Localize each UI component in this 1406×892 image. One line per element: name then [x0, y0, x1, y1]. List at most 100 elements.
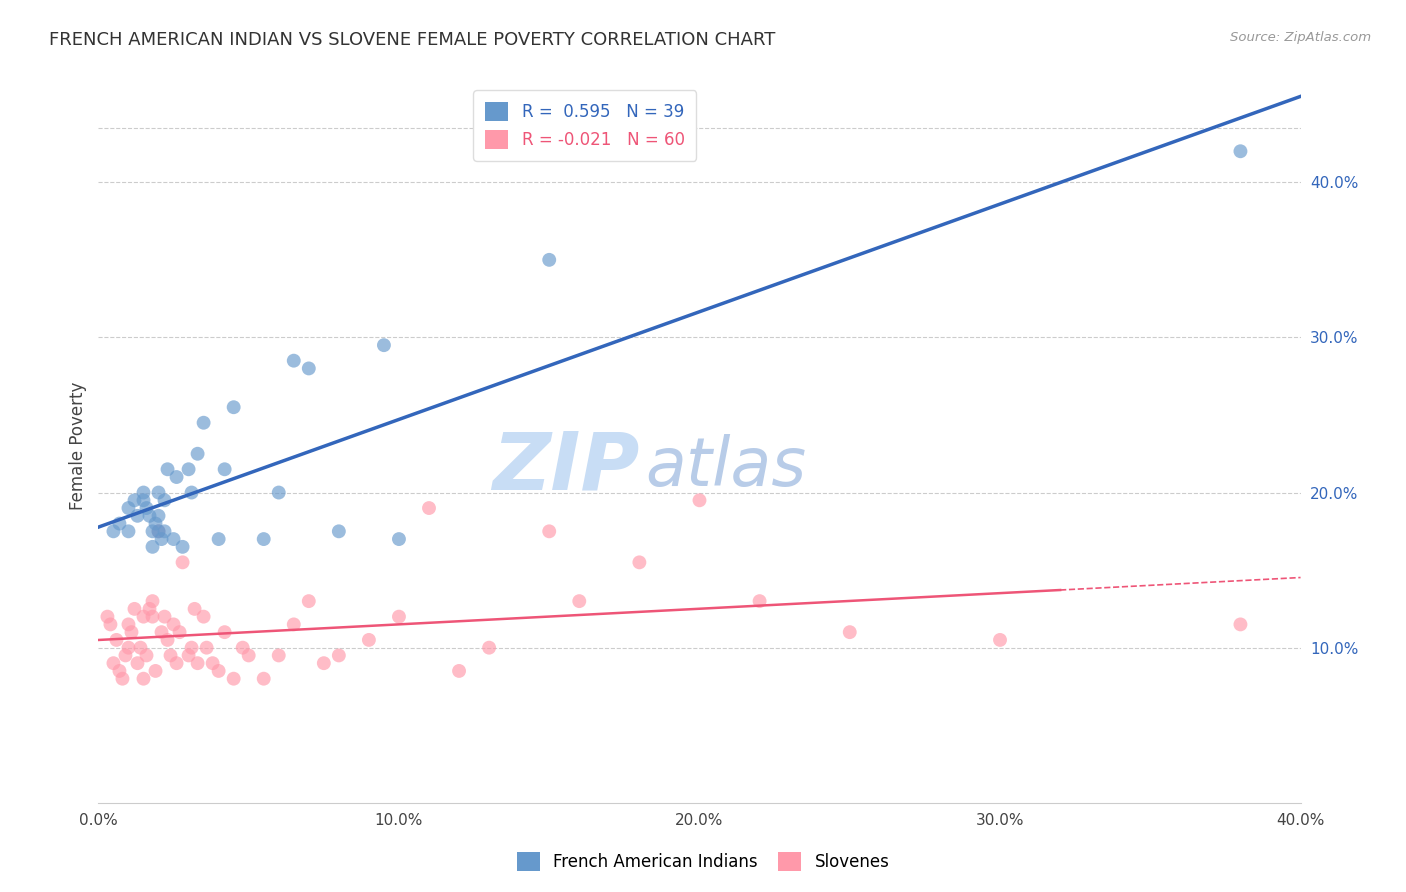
Point [150, 625, 173, 640]
Point [283, 617, 305, 632]
Point [148, 524, 170, 539]
Y-axis label: Female Poverty: Female Poverty [69, 382, 87, 510]
Point [208, 532, 231, 546]
Point [478, 640, 501, 655]
Point [447, 664, 470, 678]
Point [748, 594, 770, 608]
Point [108, 516, 131, 531]
Point [117, 617, 139, 632]
Point [187, 656, 209, 670]
Point [253, 672, 276, 686]
Point [689, 493, 711, 508]
Point [166, 656, 188, 670]
Point [169, 625, 191, 640]
Point [193, 609, 215, 624]
Point [1229, 145, 1251, 159]
Point [148, 485, 170, 500]
Point [162, 617, 184, 632]
Point [538, 252, 561, 267]
Point [180, 485, 202, 500]
Point [105, 632, 128, 647]
Point [388, 532, 411, 546]
Point [222, 401, 245, 415]
Point [177, 648, 200, 663]
Point [238, 648, 260, 663]
Point [132, 493, 155, 508]
Point [568, 594, 591, 608]
Point [267, 485, 290, 500]
Point [124, 602, 146, 616]
Text: FRENCH AMERICAN INDIAN VS SLOVENE FEMALE POVERTY CORRELATION CHART: FRENCH AMERICAN INDIAN VS SLOVENE FEMALE… [49, 31, 776, 49]
Point [312, 656, 335, 670]
Point [208, 664, 231, 678]
Point [135, 501, 157, 516]
Point [117, 524, 139, 539]
Point [159, 648, 181, 663]
Point [232, 640, 254, 655]
Point [121, 625, 143, 640]
Point [166, 470, 188, 484]
Point [253, 532, 276, 546]
Point [183, 602, 205, 616]
Text: atlas: atlas [645, 434, 807, 500]
Point [148, 524, 170, 539]
Point [141, 524, 163, 539]
Point [838, 625, 860, 640]
Point [538, 524, 561, 539]
Point [132, 485, 155, 500]
Point [117, 640, 139, 655]
Legend: R =  0.595   N = 39, R = -0.021   N = 60: R = 0.595 N = 39, R = -0.021 N = 60 [474, 90, 696, 161]
Point [283, 353, 305, 368]
Point [222, 672, 245, 686]
Point [100, 617, 122, 632]
Point [141, 609, 163, 624]
Point [177, 462, 200, 476]
Point [129, 640, 152, 655]
Point [1229, 617, 1251, 632]
Point [156, 632, 179, 647]
Point [141, 594, 163, 608]
Point [127, 656, 149, 670]
Point [135, 648, 157, 663]
Point [172, 555, 194, 569]
Text: Source: ZipAtlas.com: Source: ZipAtlas.com [1230, 31, 1371, 45]
Point [127, 508, 149, 523]
Point [193, 416, 215, 430]
Point [153, 609, 176, 624]
Point [267, 648, 290, 663]
Point [988, 632, 1011, 647]
Point [357, 632, 380, 647]
Point [153, 493, 176, 508]
Point [187, 447, 209, 461]
Point [156, 462, 179, 476]
Point [628, 555, 651, 569]
Point [172, 540, 194, 554]
Point [195, 640, 218, 655]
Point [138, 508, 160, 523]
Point [132, 672, 155, 686]
Point [108, 664, 131, 678]
Point [114, 648, 136, 663]
Legend: French American Indians, Slovenes: French American Indians, Slovenes [508, 843, 898, 880]
Point [214, 625, 236, 640]
Point [124, 493, 146, 508]
Point [138, 602, 160, 616]
Point [117, 501, 139, 516]
Point [298, 361, 321, 376]
Point [132, 609, 155, 624]
Point [150, 532, 173, 546]
Point [148, 508, 170, 523]
Point [103, 524, 125, 539]
Point [214, 462, 236, 476]
Point [141, 540, 163, 554]
Point [111, 672, 134, 686]
Point [180, 640, 202, 655]
Point [162, 532, 184, 546]
Point [298, 594, 321, 608]
Point [103, 656, 125, 670]
Point [328, 648, 350, 663]
Text: ZIP: ZIP [492, 428, 640, 507]
Point [328, 524, 350, 539]
Point [145, 664, 167, 678]
Point [96, 609, 118, 624]
